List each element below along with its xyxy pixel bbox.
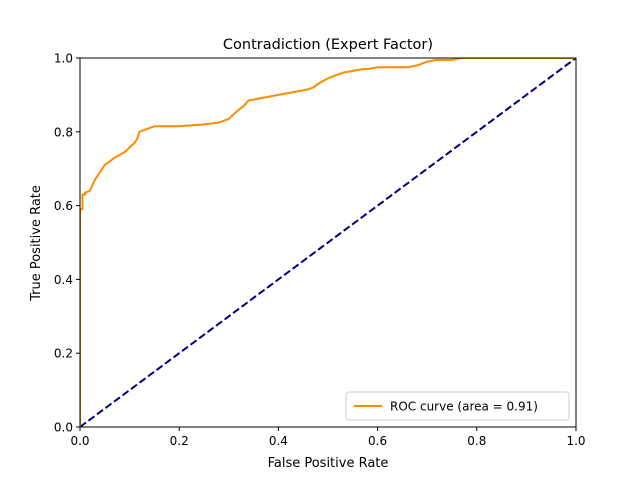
y-tick-label: 0.4 xyxy=(54,273,73,287)
y-tick-label: 0.8 xyxy=(54,125,73,139)
x-tick-label: 1.0 xyxy=(566,434,585,448)
roc-curve-line xyxy=(80,58,576,427)
x-axis-label: False Positive Rate xyxy=(268,456,389,471)
legend-label: ROC curve (area = 0.91) xyxy=(390,400,538,414)
axes: 0.0 0.2 0.4 0.6 0.8 1.0 0.0 0.2 0.4 0.6 0.8 1.0 xyxy=(54,52,586,449)
legend-box xyxy=(345,391,570,421)
x-tick-label: 0.8 xyxy=(467,434,486,448)
y-tick-label: 0.0 xyxy=(54,421,73,435)
y-tick-label: 1.0 xyxy=(54,52,73,66)
x-tick-label: 0.6 xyxy=(368,434,387,448)
y-tick-label: 0.2 xyxy=(54,347,73,361)
x-tick-label: 0.0 xyxy=(70,434,89,448)
chance-diagonal-line xyxy=(80,58,576,427)
y-tick-label: 0.6 xyxy=(54,199,73,213)
legend: ROC curve (area = 0.91) xyxy=(345,391,570,421)
x-tick-label: 0.2 xyxy=(170,434,189,448)
x-tick-label: 0.4 xyxy=(269,434,288,448)
plot-area xyxy=(80,58,576,427)
axes-frame xyxy=(79,57,577,428)
chart-title: Contradiction (Expert Factor) xyxy=(223,37,433,53)
y-axis-label: True Positive Rate xyxy=(29,185,44,302)
